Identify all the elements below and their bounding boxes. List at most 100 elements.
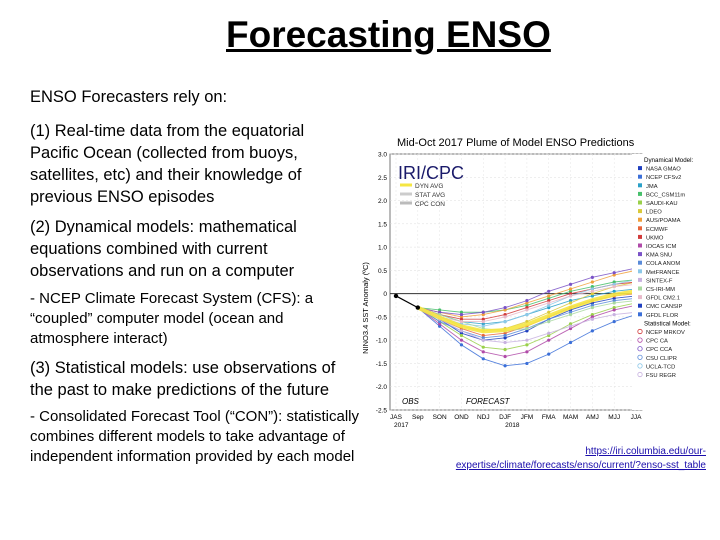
legend-marker [638,234,642,239]
legend-marker [638,217,642,222]
model-point [590,289,594,293]
observed-point [393,293,399,299]
model-point [459,312,464,317]
model-point [568,287,573,291]
legend-marker [638,295,642,300]
legend-model-label: AUS/POAMA [646,218,681,224]
legend-marker [637,371,643,378]
model-point [481,333,485,338]
y-tick-label: -2.0 [376,384,388,391]
model-point [459,331,464,335]
model-point [481,322,485,326]
model-point [459,329,464,333]
x-tick-label: MAM [563,414,578,421]
model-point [503,333,507,338]
model-point [481,338,485,342]
model-point [481,345,485,349]
legend-model-label: FSU REGR [646,373,676,379]
x-tick-label: JJA [631,414,643,421]
model-point [590,294,594,298]
model-point [547,299,551,303]
model-point [525,299,529,303]
model-point [525,306,529,310]
y-tick-label: 0 [383,291,387,298]
legend-model-label: LDEO [646,210,662,216]
legend-model-label: GFDL CM2.1 [646,296,680,302]
model-point [590,275,594,279]
model-point [481,324,485,328]
y-tick-label: 2.5 [378,175,387,182]
model-point [459,310,464,314]
model-legend: Dynamical Model: NASA GMAO NCEP CFSv2 JMA BC… [632,154,716,410]
model-point [459,338,464,342]
legend-model-label: JMA [646,184,658,190]
model-point [481,350,485,354]
model-point [459,319,464,324]
model-point [612,319,616,324]
model-point [547,303,551,307]
x-tick-label: JAS [390,414,403,421]
x-tick-label: FMA [542,414,556,421]
model-point [568,312,573,317]
legend-marker [638,226,642,231]
model-point [568,292,573,296]
legend-marker [637,328,643,335]
model-point [590,312,594,317]
legend-model-label: CSU CLIPR [646,356,677,362]
model-point [525,343,529,347]
legend-model-label: NCEP MRKOV [646,330,685,336]
x-tick-label: MJJ [608,414,620,421]
inner-legend-label: STAT AVG [415,192,445,199]
legend-marker [637,346,643,352]
legend-marker [638,286,642,291]
source-link[interactable]: https://iri.columbia.edu/our-expertise/c… [455,446,706,471]
legend-statistical-title: Statistical Model: [644,320,691,327]
y-tick-label: 2.0 [378,198,387,205]
model-point [590,285,594,289]
model-point [590,303,594,307]
model-point [590,280,594,284]
plot-frame [389,153,643,411]
legend-marker [638,260,642,265]
legend-marker [637,337,643,343]
model-point [568,289,573,293]
legend-model-label: MetFRANCE [646,270,680,276]
model-point [547,296,551,300]
model-point [438,310,442,314]
model-point [612,296,616,300]
model-point [503,319,507,324]
legend-marker [638,200,642,205]
model-point [459,333,464,338]
model-point [590,315,594,319]
legend-dynamical-title: Dynamical Model: [644,157,693,164]
model-point [525,303,529,307]
legend-model-label: COLA ANOM [646,261,680,267]
model-point [612,299,616,303]
model-point [547,352,551,356]
iri-cpc-logo: IRI/CPC [398,163,464,183]
model-point [612,280,616,284]
model-point [568,282,573,286]
legend-marker [638,277,642,282]
point-dynamical-detail: - NCEP Climate Forecast System (CFS): a … [30,290,314,347]
x-tick-label: AMJ [586,414,599,421]
model-point [481,317,485,321]
legend-model-label: SAUDI-KAU [646,201,678,207]
inner-legend-label: CPC CON [415,201,445,208]
model-point [612,312,616,317]
model-point [503,331,507,335]
legend-model-label: CPC CCA [646,347,672,353]
model-point [525,312,529,317]
dyn-avg-line [416,289,637,334]
model-point [590,292,594,296]
legend-model-label: IOCAS ICM [646,244,676,250]
model-point [503,315,507,319]
model-point [525,329,529,333]
y-tick-label: -0.5 [376,314,388,321]
model-point [438,319,442,324]
model-point [612,285,616,289]
legend-model-label: NCEP CFSv2 [646,175,681,181]
point-realtime-data: (1) Real-time data from the equatorial P… [30,122,305,206]
model-point [481,319,485,324]
model-point [525,326,529,331]
